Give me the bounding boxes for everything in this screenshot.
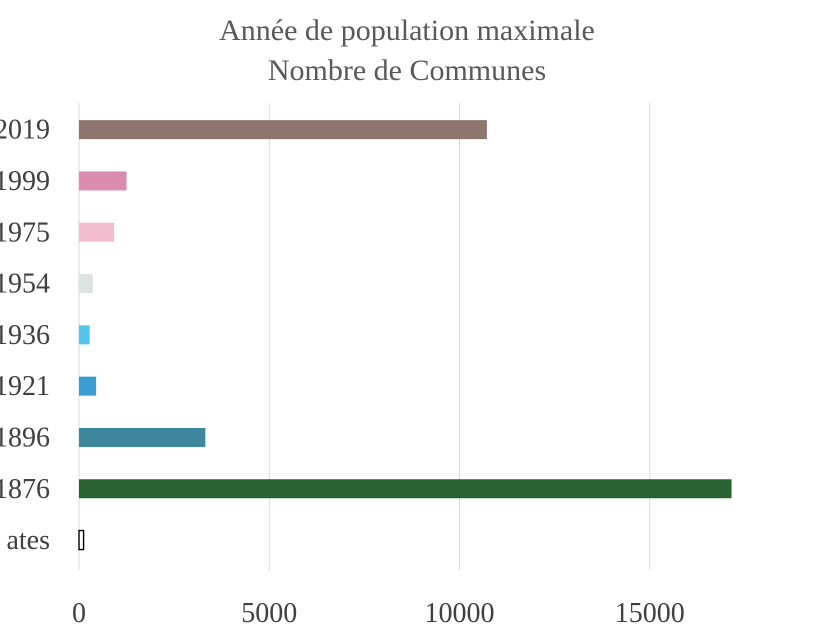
bars bbox=[78, 120, 732, 551]
y-tick-label: 1936 bbox=[0, 320, 50, 351]
bar-1876 bbox=[79, 479, 732, 499]
y-tick-label: 1876 bbox=[0, 474, 50, 505]
y-tick-label: 1999 bbox=[0, 166, 50, 197]
y-tick-label: 1921 bbox=[0, 371, 50, 402]
y-tick-label: 1954 bbox=[0, 269, 50, 300]
bar-1954 bbox=[79, 274, 93, 294]
bar-1936 bbox=[79, 325, 90, 345]
bar-1999 bbox=[79, 171, 127, 191]
x-tick-label: 5000 bbox=[241, 598, 297, 629]
chart-subtitle: Nombre de Communes bbox=[268, 54, 546, 87]
x-tick-label: 10000 bbox=[425, 598, 495, 629]
y-tick-label: 1896 bbox=[0, 422, 50, 453]
gridlines bbox=[78, 103, 651, 570]
x-axis-labels: 05000100001500020 bbox=[72, 598, 685, 629]
bar-1896 bbox=[79, 427, 206, 447]
y-axis-labels: ates 1876 1896 1921 1936 1954 1975 1999 2019 bbox=[0, 115, 50, 556]
y-tick-label: ates bbox=[6, 525, 50, 556]
y-tick-label: 2019 bbox=[0, 115, 50, 146]
bar-1921 bbox=[79, 376, 97, 396]
bar-2019 bbox=[79, 120, 487, 140]
y-tick-label: 1975 bbox=[0, 217, 50, 248]
bar-ates bbox=[78, 529, 85, 551]
x-tick-label: 0 bbox=[72, 598, 86, 629]
bar-1975 bbox=[79, 222, 115, 242]
chart-title: Année de population maximale bbox=[219, 14, 595, 47]
x-tick-label: 15000 bbox=[615, 598, 685, 629]
